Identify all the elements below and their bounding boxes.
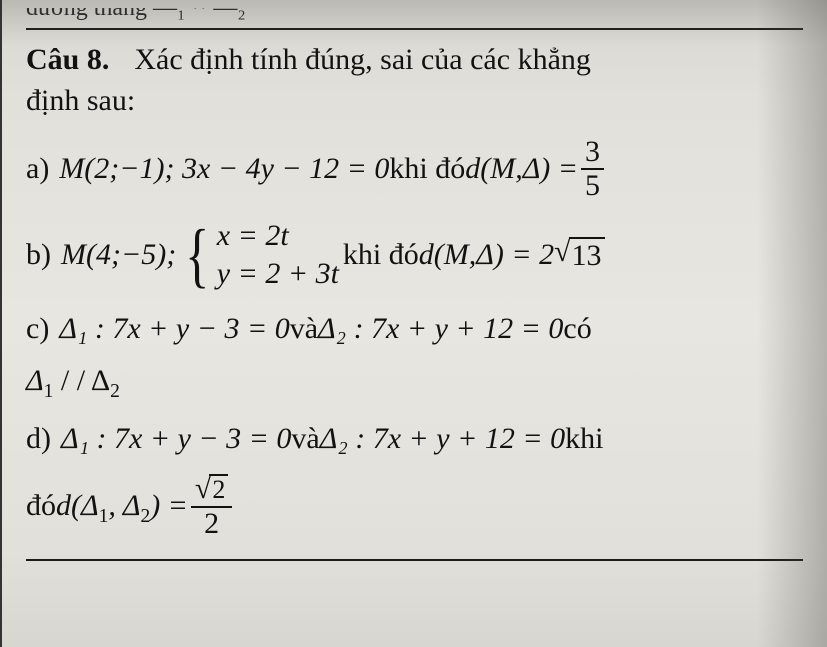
d-khi: khi (565, 418, 603, 460)
a-frac-den: 5 (581, 170, 604, 201)
d-delta1: Δ₁ : 7x + y − 3 = 0 (61, 418, 291, 460)
d-frac-den: 2 (191, 508, 232, 539)
label-a: a) (26, 148, 49, 190)
b-sys-row2: y = 2 + 3t (217, 255, 339, 293)
statement-b: b) M(4;−5); { x = 2t y = 2 + 3t khi đó d… (26, 217, 803, 292)
d-frac-num: √ 2 (191, 474, 232, 508)
d-va: và (291, 418, 319, 460)
left-brace-icon: { (185, 225, 209, 285)
statement-a: a) M(2;−1); 3x − 4y − 12 = 0 khi đó d(M,… (26, 137, 803, 201)
b-sys-row1: x = 2t (217, 217, 339, 255)
question-header: Câu 8. Xác định tính đúng, sai của các k… (26, 40, 803, 121)
b-distance-lhs: d(M,Δ) = 2 (419, 234, 554, 276)
b-parametric-system: { x = 2t y = 2 + 3t (180, 217, 339, 292)
a-point-and-line: M(2;−1); 3x − 4y − 12 = 0 (59, 148, 389, 190)
b-sqrt: √ 13 (554, 237, 604, 272)
a-frac-num: 3 (581, 137, 604, 170)
b-khi-do: khi đó (343, 234, 419, 276)
d-frac-num-rad: 2 (209, 474, 228, 505)
a-distance-lhs: d(M,Δ) = (465, 148, 578, 190)
question-prompt-line1: Xác định tính đúng, sai của các khẳng (134, 43, 591, 76)
d-delta2: Δ₂ : 7x + y + 12 = 0 (320, 418, 565, 460)
label-c: c) (26, 308, 49, 350)
statement-d: d) Δ₁ : 7x + y − 3 = 0 và Δ₂ : 7x + y + … (26, 418, 803, 539)
label-d: d) (26, 418, 51, 460)
c-co: có (563, 308, 591, 350)
top-divider (26, 28, 803, 30)
bottom-divider (26, 559, 803, 561)
b-radicand: 13 (569, 237, 605, 272)
d-do: đó (26, 485, 56, 527)
b-point: M(4;−5); (61, 234, 176, 276)
question-prompt-line2: định sau: (26, 84, 135, 117)
a-khi-do: khi đó (389, 148, 465, 190)
d-fraction: √ 2 2 (191, 474, 232, 539)
a-fraction: 3 5 (581, 137, 604, 201)
label-b: b) (26, 234, 51, 276)
c-parallel: Δ1 / / Δ2 (26, 360, 120, 402)
cutoff-prev-question: đường thẳng —₁ ·· —₂ (26, 8, 803, 24)
c-delta1: Δ₁ : 7x + y − 3 = 0 (59, 308, 289, 350)
exam-page: đường thẳng —₁ ·· —₂ Câu 8. Xác định tín… (0, 0, 827, 647)
statement-c: c) Δ₁ : 7x + y − 3 = 0 và Δ₂ : 7x + y + … (26, 308, 803, 402)
question-number: Câu 8. (26, 43, 109, 76)
c-delta2: Δ₂ : 7x + y + 12 = 0 (318, 308, 563, 350)
c-va: và (290, 308, 318, 350)
d-distance-expr: d(Δ1, Δ2) = (56, 485, 188, 527)
